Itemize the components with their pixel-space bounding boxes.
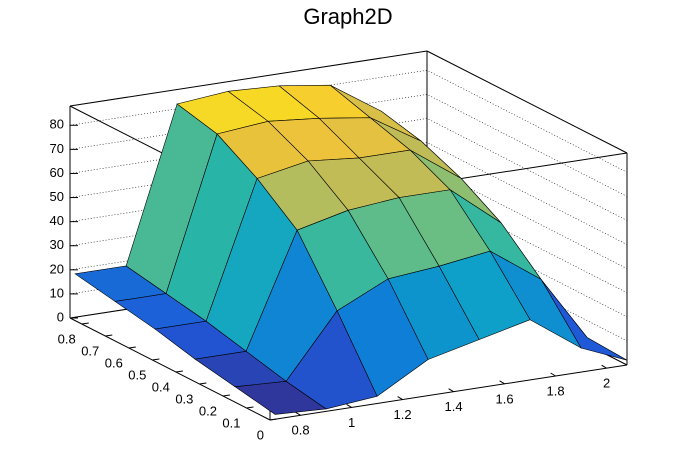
x-tick-label: 1: [348, 415, 355, 430]
y-axis: [69, 317, 271, 421]
x-tick-label: 1.4: [445, 399, 463, 414]
tick-mark: [222, 394, 231, 397]
tick-mark: [152, 358, 160, 361]
chart-title: Graph2D: [303, 4, 392, 29]
tick-mark: [499, 380, 505, 385]
y-tick-label: 0.1: [222, 415, 240, 430]
z-tick-label: 0: [57, 309, 64, 324]
surface-cell: [234, 381, 327, 415]
y-tick-label: 0.3: [175, 391, 193, 406]
tick-mark: [550, 372, 556, 377]
tick-mark: [601, 364, 607, 369]
tick-mark: [199, 382, 207, 385]
tick-mark: [448, 388, 454, 393]
y-tick-label: 0.2: [199, 403, 217, 418]
tick-mark: [269, 418, 278, 421]
x-tick-label: 2: [603, 376, 610, 391]
x-tick-label: 0.8: [292, 423, 310, 438]
y-tick-label: 0.8: [58, 331, 76, 346]
y-tick-label: 0.5: [128, 367, 146, 382]
z-tick-label: 70: [50, 141, 64, 156]
z-tick-label: 80: [50, 117, 64, 132]
z-tick-label: 10: [50, 285, 64, 300]
x-tick-label: 1.6: [496, 391, 514, 406]
tick-mark: [105, 334, 113, 337]
tick-mark: [397, 396, 403, 401]
z-tick-label: 40: [50, 213, 64, 228]
y-tick-label: 0.4: [152, 379, 170, 394]
tick-mark: [175, 370, 183, 373]
y-tick-label: 0.6: [105, 355, 123, 370]
tick-mark: [295, 411, 301, 416]
tick-mark: [81, 322, 89, 325]
y-tick-label: 0.7: [81, 343, 99, 358]
tick-mark: [346, 403, 352, 408]
x-axis: [269, 364, 628, 421]
tick-mark: [128, 346, 136, 349]
z-tick-label: 20: [50, 261, 64, 276]
y-tick-label: 0: [257, 427, 264, 442]
z-tick-label: 30: [50, 237, 64, 252]
box-edge: [426, 50, 628, 154]
box-edge: [69, 50, 428, 107]
tick-mark: [246, 406, 254, 409]
x-tick-label: 1.2: [394, 407, 412, 422]
x-tick-label: 1.8: [547, 383, 565, 398]
z-tick-label: 50: [50, 189, 64, 204]
z-tick-label: 60: [50, 165, 64, 180]
